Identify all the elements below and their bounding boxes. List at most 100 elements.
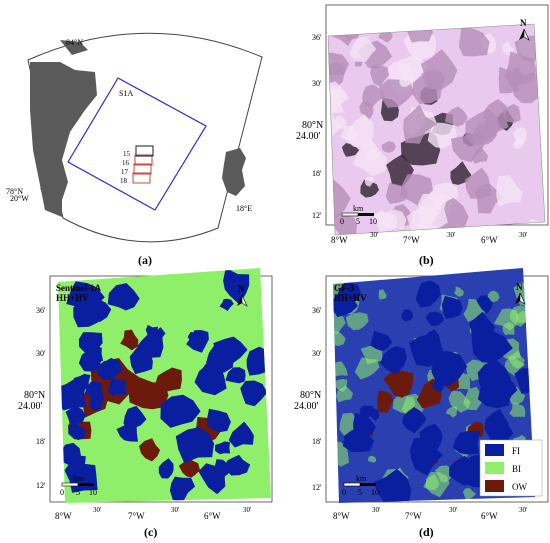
ice-floe-texture bbox=[349, 35, 377, 62]
floe-ice-region bbox=[107, 377, 127, 396]
brash-ice-region bbox=[336, 385, 354, 403]
lat-label-78n-line1: 78°N bbox=[6, 187, 23, 196]
svg-text:5: 5 bbox=[358, 488, 362, 497]
floe-ice-region bbox=[476, 295, 493, 314]
floe-ice-region bbox=[401, 309, 414, 322]
open-water-region bbox=[383, 370, 414, 398]
svg-text:km: km bbox=[356, 474, 367, 483]
ice-floe-texture bbox=[504, 51, 537, 87]
legend-label-bi: BI bbox=[512, 464, 521, 474]
ice-floe-texture bbox=[458, 25, 490, 57]
frame-18 bbox=[132, 172, 151, 184]
floe-ice-region bbox=[194, 361, 227, 396]
lon-tick-d-8w: 8°W bbox=[333, 511, 350, 521]
floe-ice-region bbox=[471, 331, 513, 364]
frame-16 bbox=[134, 154, 153, 166]
open-water-region bbox=[154, 367, 182, 393]
floe-ice-region bbox=[225, 367, 246, 384]
ice-floe-texture bbox=[496, 175, 523, 207]
lon-tick-c-7w: 7°W bbox=[128, 511, 145, 521]
floe-ice-region bbox=[73, 373, 91, 391]
scale-bar-c: km 0 5 10 bbox=[60, 474, 97, 497]
floe-ice-region bbox=[421, 329, 442, 351]
north-arrow-c: N bbox=[237, 284, 248, 307]
brash-ice-region bbox=[487, 290, 500, 302]
ice-floe-texture bbox=[364, 176, 374, 187]
brash-ice-region bbox=[462, 488, 477, 500]
brash-ice-region bbox=[454, 286, 464, 297]
caption-c: (c) bbox=[144, 525, 157, 539]
floe-ice-region bbox=[68, 422, 86, 441]
open-water-region bbox=[120, 329, 139, 351]
lat-label-78n-line2: 20°W bbox=[10, 194, 29, 203]
legend-swatch-bi bbox=[485, 462, 504, 474]
open-water-region bbox=[139, 438, 161, 462]
floe-ice-region bbox=[452, 430, 481, 455]
floe-ice-region bbox=[160, 394, 201, 428]
title-d-line1: GF-3 bbox=[334, 283, 354, 293]
lat-main-c: 80°N 24.00' bbox=[18, 390, 45, 412]
frame-17 bbox=[133, 163, 152, 175]
lat-label-84n: 84°N bbox=[66, 38, 83, 47]
ice-floe-texture bbox=[399, 72, 412, 87]
floe-ice-region bbox=[74, 455, 86, 468]
lat-tick-b-12: 12' bbox=[312, 211, 322, 220]
caption-b: (b) bbox=[419, 253, 434, 267]
floe-ice-region bbox=[158, 458, 174, 479]
north-arrow-d: N bbox=[515, 282, 526, 305]
legend: FI BI OW bbox=[479, 439, 543, 497]
greenland-landmass bbox=[30, 62, 97, 217]
brash-ice-region bbox=[445, 406, 458, 418]
caption-a: (a) bbox=[138, 253, 152, 267]
frame-label-18: 18 bbox=[120, 177, 128, 185]
svg-text:10: 10 bbox=[369, 217, 377, 226]
floe-ice-region bbox=[212, 459, 230, 478]
ice-floe-texture bbox=[328, 81, 350, 113]
svg-text:5: 5 bbox=[356, 217, 360, 226]
floe-ice-region bbox=[225, 454, 251, 476]
s1a-swath bbox=[67, 77, 207, 211]
floe-ice-region bbox=[409, 436, 443, 476]
lat-tick-b-36: 36' bbox=[312, 33, 322, 42]
brash-ice-region bbox=[333, 331, 346, 347]
floe-ice-region bbox=[66, 281, 105, 309]
brash-ice-region bbox=[392, 394, 416, 414]
floe-ice-region bbox=[145, 324, 158, 339]
ice-floe-texture bbox=[471, 147, 489, 164]
brash-ice-region bbox=[463, 386, 484, 411]
caption-d: (d) bbox=[419, 525, 434, 539]
scale-bar-b: km 0 5 10 bbox=[340, 204, 377, 226]
svg-text:10: 10 bbox=[371, 488, 379, 497]
lon-tick-b-7w: 7°W bbox=[403, 235, 420, 245]
lon-tick-d-30c: 30' bbox=[519, 506, 527, 514]
floe-ice-region bbox=[342, 429, 375, 452]
lon-tick-b-8w: 8°W bbox=[331, 235, 348, 245]
floe-ice-region bbox=[480, 326, 495, 341]
ice-floe-texture bbox=[381, 141, 397, 153]
scale-bar-d: km 0 5 10 bbox=[342, 474, 379, 497]
dark-water-patch bbox=[360, 179, 379, 198]
svg-text:N: N bbox=[520, 18, 527, 28]
floe-ice-region bbox=[85, 381, 104, 400]
panel-b: N km 0 5 10 36' 30' 80°N 24.00' 18' 12' 8… bbox=[296, 4, 549, 267]
lon-tick-d-7w: 7°W bbox=[405, 511, 422, 521]
svg-text:N: N bbox=[238, 284, 245, 294]
open-water-region bbox=[377, 390, 394, 413]
svg-text:5: 5 bbox=[76, 488, 80, 497]
brash-ice-region bbox=[493, 308, 519, 331]
brash-ice-region bbox=[378, 289, 387, 300]
ice-floe-texture bbox=[512, 126, 527, 145]
ice-floe-texture bbox=[465, 167, 492, 199]
floe-ice-region bbox=[175, 427, 215, 464]
floe-ice-region bbox=[432, 377, 445, 393]
floe-ice-region bbox=[129, 345, 153, 375]
legend-swatch-fi bbox=[485, 444, 504, 456]
lon-tick-b-30a: 30' bbox=[370, 231, 378, 239]
floe-ice-region bbox=[89, 394, 105, 411]
floe-ice-region bbox=[95, 357, 123, 380]
floe-ice-region bbox=[215, 441, 231, 455]
ice-floe-texture bbox=[370, 64, 390, 87]
lon-tick-d-30b: 30' bbox=[449, 506, 457, 514]
svg-text:0: 0 bbox=[340, 217, 344, 226]
brash-ice-region bbox=[509, 402, 526, 417]
